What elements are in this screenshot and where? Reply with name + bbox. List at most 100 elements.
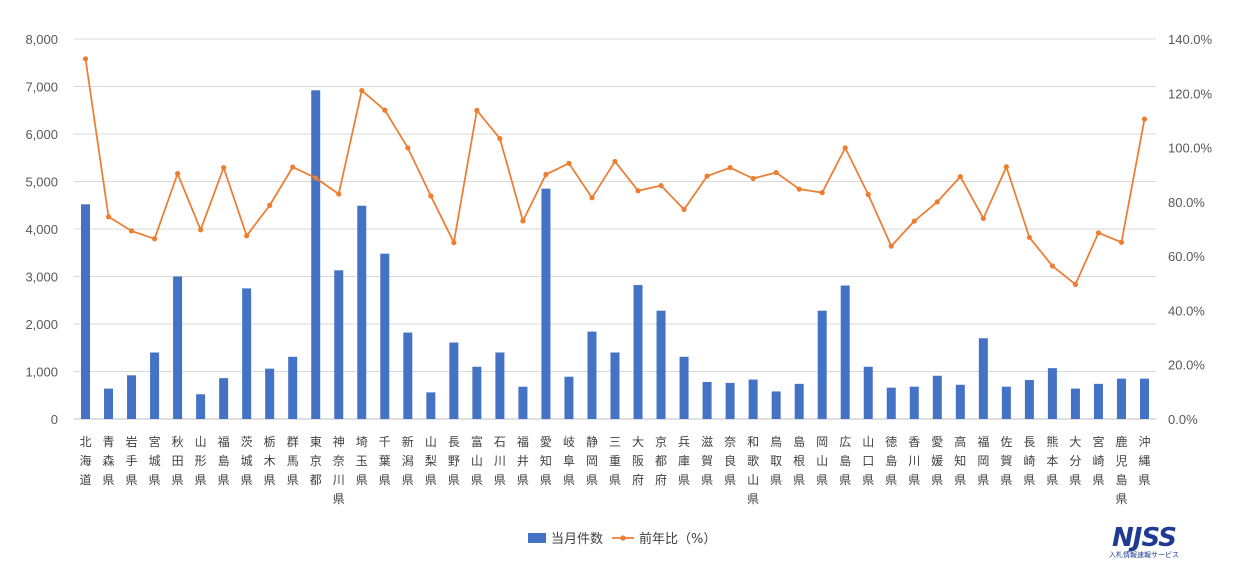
bar bbox=[633, 285, 643, 419]
legend: 当月件数 前年比（%） bbox=[528, 531, 716, 547]
left-tick-label: 2,000 bbox=[25, 317, 58, 332]
line-point bbox=[174, 171, 181, 177]
line-point bbox=[612, 158, 618, 165]
line-point bbox=[727, 165, 733, 171]
right-tick-label: 60.0% bbox=[1168, 249, 1205, 264]
category-label: 福井県 bbox=[517, 434, 529, 487]
left-tick-label: 6,000 bbox=[25, 127, 58, 142]
line-point bbox=[474, 107, 480, 113]
line-point bbox=[382, 107, 388, 113]
line-point bbox=[589, 195, 595, 201]
line-point bbox=[336, 191, 342, 197]
category-label: 京都府 bbox=[655, 435, 667, 487]
category-label: 香川県 bbox=[908, 435, 920, 487]
left-tick-label: 0 bbox=[51, 412, 58, 427]
category-axis-labels: 北海道青森県岩手県宮城県秋田県山形県福島県茨城県栃木県群馬県東京都神奈川県埼玉県… bbox=[80, 434, 1151, 506]
bar bbox=[771, 391, 781, 419]
bar bbox=[564, 376, 574, 419]
bar bbox=[794, 383, 804, 419]
bar bbox=[541, 188, 551, 419]
legend-bar-swatch bbox=[528, 533, 546, 543]
line-point bbox=[405, 145, 411, 151]
category-label: 岩手県 bbox=[126, 434, 138, 487]
category-label: 兵庫県 bbox=[678, 435, 690, 487]
bar bbox=[219, 378, 229, 419]
line-path bbox=[84, 58, 1146, 286]
line-point bbox=[428, 193, 434, 199]
line-point bbox=[911, 218, 917, 224]
category-label: 広島県 bbox=[839, 435, 851, 487]
bar bbox=[610, 352, 620, 419]
category-label: 青森県 bbox=[103, 435, 115, 487]
line-point bbox=[82, 56, 89, 62]
category-label: 石川県 bbox=[494, 435, 506, 487]
line-point bbox=[451, 239, 457, 246]
category-label: 新潟県 bbox=[402, 434, 414, 487]
category-label: 徳島県 bbox=[885, 434, 897, 487]
category-label: 長崎県 bbox=[1023, 435, 1035, 487]
legend-line-marker bbox=[620, 535, 626, 541]
left-axis-ticks: 0 1,000 2,000 3,000 4,000 5,000 6,000 7,000 8,00… bbox=[25, 32, 58, 427]
bar bbox=[357, 205, 367, 419]
bar bbox=[840, 285, 850, 419]
logo-subtitle: 入札情報速報サービス bbox=[1109, 551, 1179, 559]
line-point bbox=[1072, 281, 1079, 287]
category-label: 東京都 bbox=[310, 435, 322, 487]
left-tick-label: 4,000 bbox=[25, 222, 58, 237]
line-point bbox=[658, 182, 664, 189]
category-label: 岡山県 bbox=[816, 435, 828, 487]
category-label: 栃木県 bbox=[264, 435, 276, 487]
line-point bbox=[750, 175, 756, 182]
category-label: 鳥取県 bbox=[770, 434, 782, 487]
right-tick-label: 140.0% bbox=[1168, 32, 1213, 47]
category-label: 愛知県 bbox=[540, 435, 552, 487]
line-point bbox=[1026, 234, 1032, 241]
bar bbox=[955, 384, 965, 419]
line-point bbox=[773, 169, 779, 176]
category-label: 山口県 bbox=[862, 435, 874, 487]
gridlines bbox=[74, 38, 1156, 420]
bar bbox=[150, 352, 160, 419]
line-point bbox=[359, 87, 365, 94]
njss-logo: NJSS 入札情報速報サービス bbox=[1098, 525, 1190, 569]
category-label: 熊本県 bbox=[1046, 434, 1058, 487]
line-point bbox=[980, 215, 986, 222]
bar bbox=[886, 387, 896, 419]
bar bbox=[380, 253, 390, 419]
category-label: 奈良県 bbox=[724, 435, 736, 487]
bar bbox=[1116, 378, 1126, 419]
bar bbox=[1070, 388, 1080, 419]
line-point bbox=[1141, 116, 1148, 122]
left-tick-label: 8,000 bbox=[25, 32, 58, 47]
bar bbox=[518, 386, 528, 419]
category-label: 山形県 bbox=[195, 435, 207, 487]
line-point bbox=[842, 145, 848, 151]
category-label: 三重県 bbox=[609, 435, 621, 487]
category-label: 島根県 bbox=[793, 434, 805, 487]
bar bbox=[1001, 386, 1011, 419]
bar bbox=[1047, 368, 1057, 419]
line-point bbox=[635, 188, 641, 194]
category-label: 高知県 bbox=[954, 434, 966, 487]
bar bbox=[426, 392, 436, 419]
bar bbox=[725, 382, 735, 419]
line-point bbox=[796, 186, 802, 192]
bar bbox=[863, 366, 873, 419]
left-tick-label: 1,000 bbox=[25, 365, 58, 380]
bar bbox=[127, 375, 137, 419]
category-label: 大分県 bbox=[1069, 435, 1081, 487]
category-label: 岐阜県 bbox=[563, 435, 575, 487]
right-axis-ticks: 0.0% 20.0% 40.0% 60.0% 80.0% 100.0% 120.0% 140.… bbox=[1168, 32, 1213, 427]
line-point bbox=[1095, 230, 1102, 236]
bar bbox=[817, 310, 827, 419]
line-point bbox=[244, 233, 250, 239]
bar bbox=[495, 352, 505, 419]
legend-bar-label: 当月件数 bbox=[551, 532, 603, 547]
bar-series bbox=[81, 90, 1149, 420]
category-label: 富山県 bbox=[471, 434, 483, 487]
category-label: 静岡県 bbox=[586, 435, 598, 487]
legend-line-label: 前年比（%） bbox=[639, 531, 716, 547]
category-label: 群馬県 bbox=[287, 435, 299, 487]
category-label: 宮崎県 bbox=[1092, 434, 1104, 487]
line-point bbox=[497, 136, 503, 142]
